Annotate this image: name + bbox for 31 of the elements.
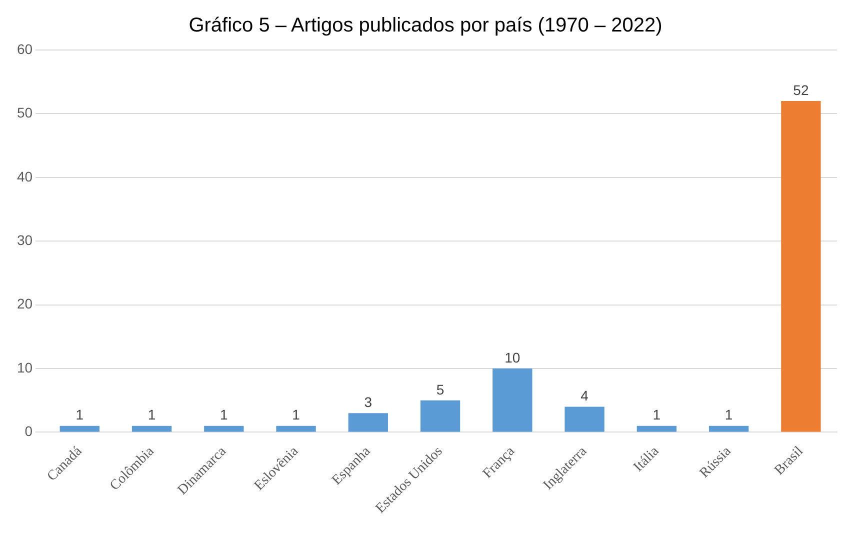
y-tick-label: 40 (16, 168, 33, 184)
data-label: 10 (504, 349, 520, 366)
bar (564, 406, 604, 432)
y-tick-label: 20 (16, 296, 33, 312)
data-label: 4 (580, 388, 589, 404)
y-tick-label: 60 (16, 40, 33, 57)
data-label: 1 (652, 406, 661, 423)
bar (348, 413, 388, 432)
data-label: 52 (793, 82, 809, 98)
data-label: 1 (148, 406, 156, 423)
y-tick-label: 0 (24, 423, 33, 440)
data-label: 5 (436, 381, 444, 398)
bar (420, 400, 460, 432)
bar (492, 368, 532, 432)
bar (276, 426, 316, 432)
y-tick-label: 50 (16, 104, 33, 121)
data-label: 1 (220, 406, 228, 423)
x-tick-label: Itália (631, 443, 663, 475)
bar (204, 426, 244, 432)
data-label: 1 (292, 406, 300, 423)
y-tick-label: 30 (16, 232, 33, 248)
data-label: 3 (364, 394, 372, 410)
data-label: 1 (724, 406, 733, 423)
y-tick-label: 10 (16, 359, 33, 376)
bar (60, 426, 100, 432)
bar (708, 426, 749, 432)
bar (781, 100, 821, 432)
bar (636, 426, 677, 432)
chart-title: Gráfico 5 – Artigos publicados por país (1970 – 2022) (188, 14, 662, 37)
bar (132, 426, 172, 432)
data-label: 1 (76, 406, 84, 423)
